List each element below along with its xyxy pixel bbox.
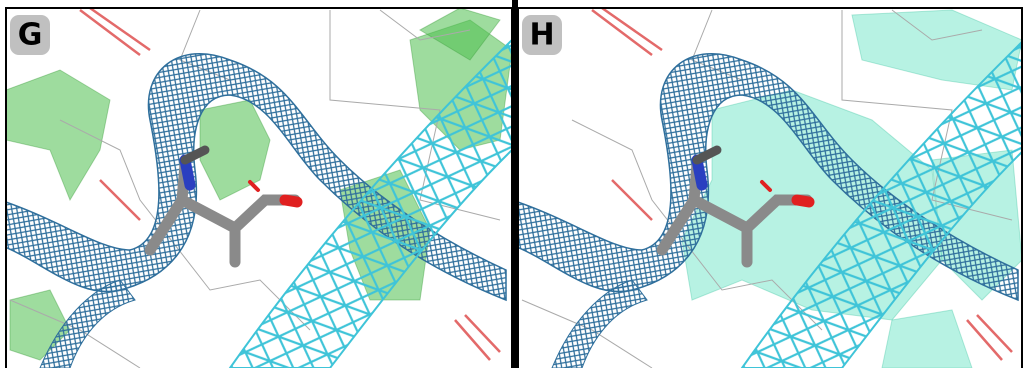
divider	[512, 0, 518, 368]
panel-g	[0, 8, 512, 368]
label-h-badge: H	[522, 15, 562, 55]
label-g-badge: G	[10, 15, 50, 55]
panel-h	[512, 8, 1024, 368]
panel-label: G	[18, 18, 43, 53]
panel-label: H	[529, 18, 554, 53]
figure: G H	[0, 0, 1024, 368]
